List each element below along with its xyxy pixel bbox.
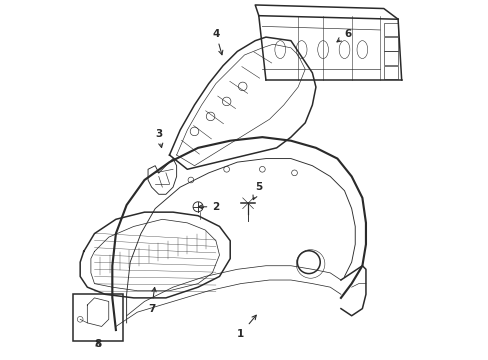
Bar bbox=[383, 37, 397, 51]
Text: 4: 4 bbox=[212, 28, 223, 55]
Bar bbox=[73, 294, 123, 341]
Text: 2: 2 bbox=[198, 202, 219, 212]
Text: 1: 1 bbox=[237, 315, 256, 339]
Text: 3: 3 bbox=[155, 129, 163, 148]
Text: 7: 7 bbox=[148, 288, 156, 314]
Text: 6: 6 bbox=[336, 28, 351, 42]
Text: 8: 8 bbox=[94, 339, 102, 349]
Bar bbox=[383, 66, 397, 79]
Bar bbox=[383, 23, 397, 36]
Bar bbox=[383, 51, 397, 65]
Text: 5: 5 bbox=[252, 182, 262, 199]
